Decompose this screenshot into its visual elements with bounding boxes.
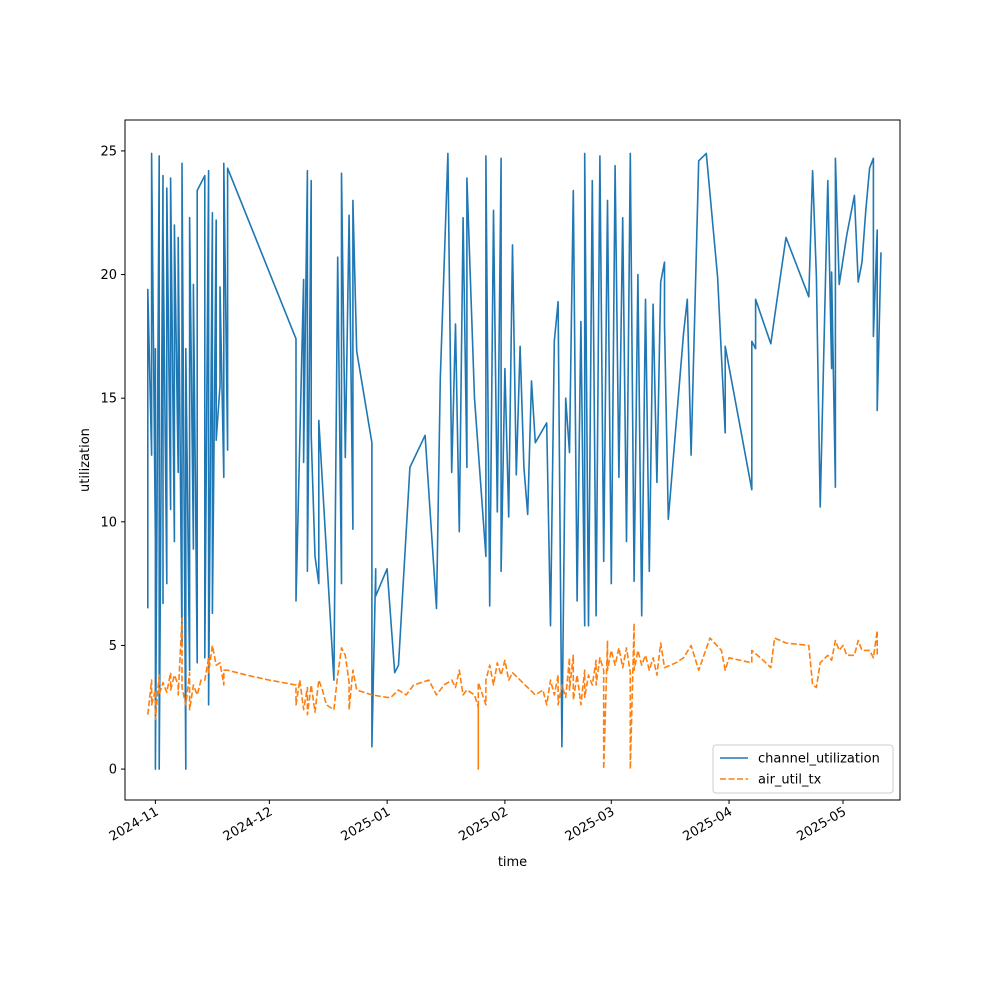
y-tick-label: 0 — [109, 763, 117, 778]
legend: channel_utilization air_util_tx — [712, 744, 894, 794]
y-axis-title: utilization — [78, 428, 93, 492]
x-axis-title: time — [498, 855, 527, 870]
legend-label-air-util-tx: air_util_tx — [758, 773, 822, 788]
plot-frame — [124, 119, 901, 801]
y-axis: 0 5 10 15 20 25 — [100, 144, 125, 778]
y-tick-label: 10 — [100, 515, 117, 530]
legend-label-channel-utilization: channel_utilization — [758, 752, 880, 767]
y-tick-label: 5 — [109, 639, 117, 654]
y-tick-label: 15 — [100, 392, 117, 407]
legend-box — [712, 744, 894, 794]
series-line-channel-utilization — [147, 152, 882, 770]
series-layer — [147, 152, 882, 770]
series-line-air-util-tx — [147, 617, 878, 770]
y-tick-label: 25 — [100, 144, 117, 159]
y-tick-label: 20 — [100, 268, 117, 283]
